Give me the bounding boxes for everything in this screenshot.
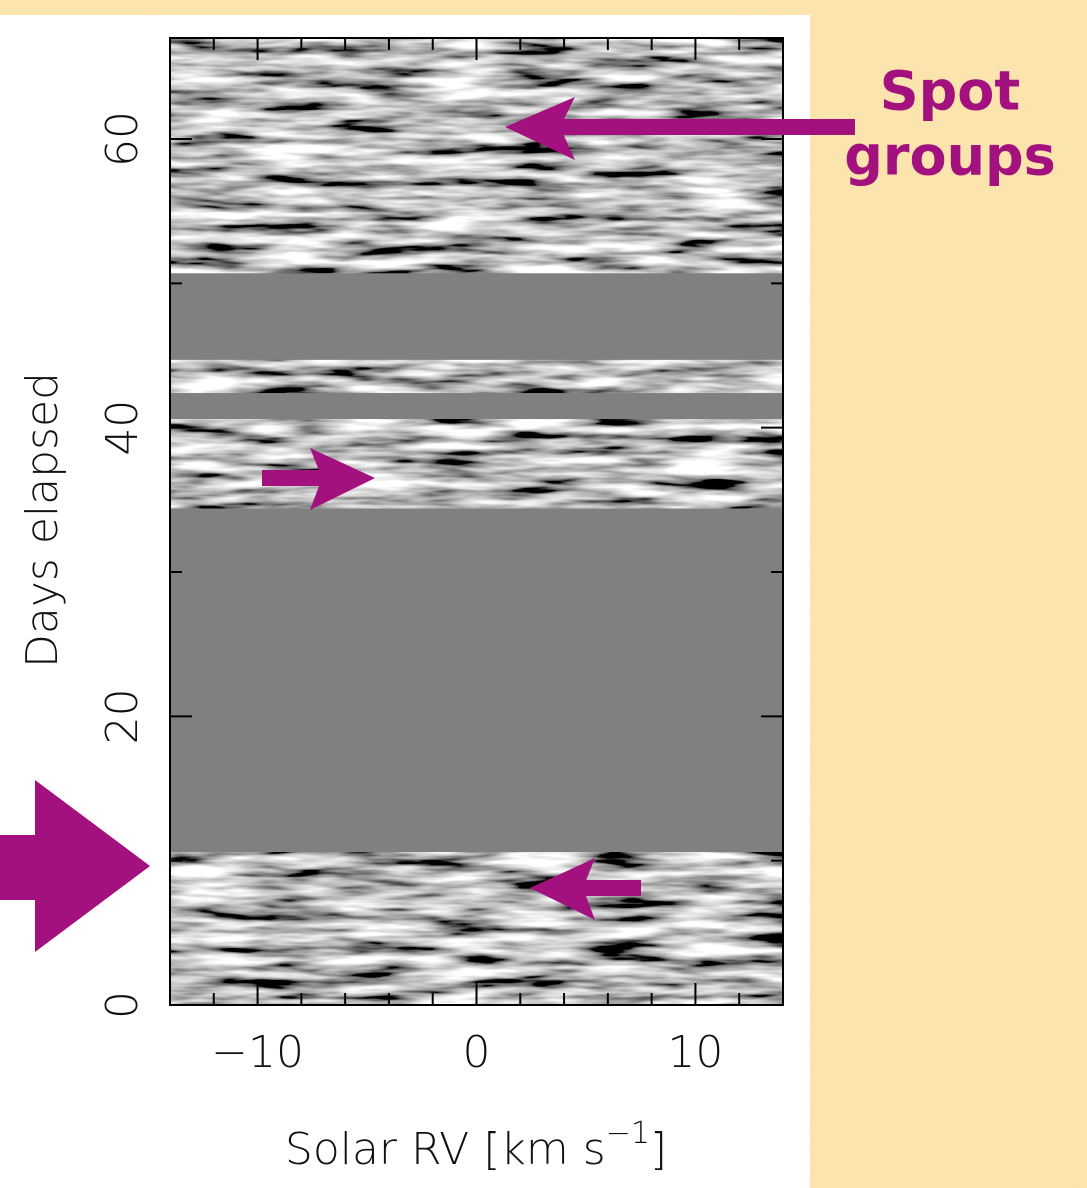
x-tick-label: 10 bbox=[667, 1027, 723, 1078]
arrow bbox=[262, 470, 322, 486]
arrow bbox=[0, 835, 40, 900]
x-axis-label-text: Solar RV [km s bbox=[285, 1124, 606, 1175]
y-tick-label: 0 bbox=[97, 991, 148, 1019]
y-tick-label: 40 bbox=[97, 400, 148, 456]
arrow bbox=[560, 119, 855, 135]
heatmap-image bbox=[170, 38, 783, 1005]
y-tick-label: 60 bbox=[97, 111, 148, 167]
arrow bbox=[530, 858, 595, 920]
x-axis-label-suffix: ] bbox=[650, 1124, 667, 1175]
x-axis-label: Solar RV [km s−1] bbox=[285, 1116, 667, 1176]
plot-frame bbox=[169, 37, 784, 1006]
arrow bbox=[575, 880, 641, 896]
y-axis-label: Days elapsed bbox=[17, 372, 68, 668]
missing-data-band bbox=[170, 508, 783, 853]
missing-data-band bbox=[170, 393, 783, 420]
x-tick-label: −10 bbox=[211, 1027, 304, 1078]
y-tick-label: 20 bbox=[97, 688, 148, 744]
x-axis-label-sup: −1 bbox=[606, 1116, 650, 1151]
arrow bbox=[35, 780, 150, 952]
annotation: groups bbox=[844, 125, 1056, 188]
arrow bbox=[505, 97, 575, 160]
arrow bbox=[310, 448, 375, 510]
x-tick-label: 0 bbox=[463, 1027, 491, 1078]
missing-data-band bbox=[170, 273, 783, 360]
arrows bbox=[0, 97, 855, 952]
annotation: Spot bbox=[880, 60, 1020, 123]
